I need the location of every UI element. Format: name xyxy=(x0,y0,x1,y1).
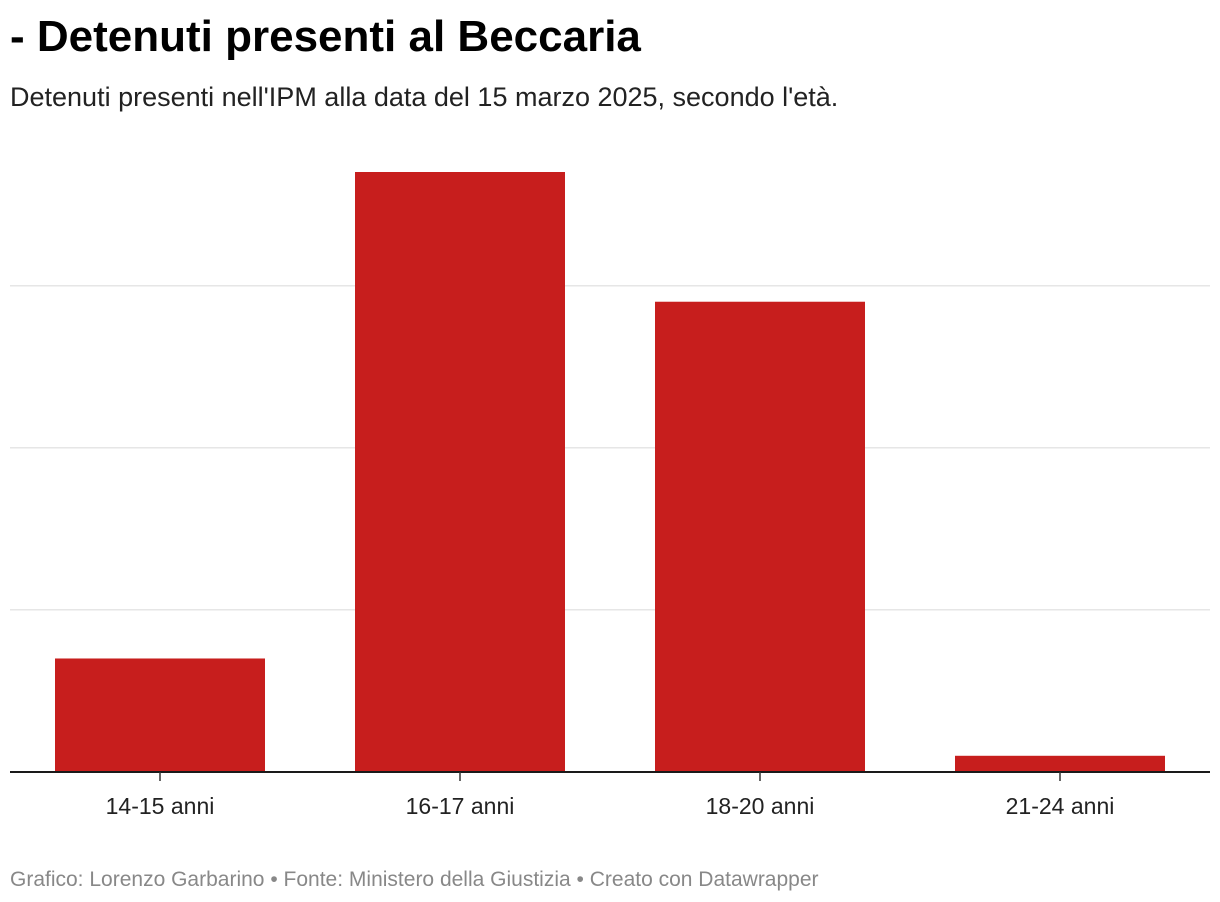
x-tick-label: 21-24 anni xyxy=(1006,793,1115,819)
source-name: Ministero della Giustizia xyxy=(348,868,571,891)
footer-separator: • xyxy=(576,868,584,891)
x-tick-label: 18-20 anni xyxy=(706,793,815,819)
footer-separator: • xyxy=(270,868,278,891)
bar-21-24-anni xyxy=(955,755,1165,772)
chart-title: - Detenuti presenti al Beccaria xyxy=(10,12,641,61)
bars xyxy=(55,172,1165,772)
bar-14-15-anni xyxy=(55,658,265,772)
x-tick-label: 14-15 anni xyxy=(106,793,215,819)
datawrapper-credit-link[interactable]: Creato con Datawrapper xyxy=(589,868,819,891)
chart-area: 14-15 anni 16-17 anni 18-20 anni 21-24 anni xyxy=(0,140,1220,850)
bar-16-17-anni xyxy=(355,172,565,772)
bar-chart: 14-15 anni 16-17 anni 18-20 anni 21-24 anni xyxy=(10,172,1210,819)
byline-author: Lorenzo Garbarino xyxy=(89,868,265,891)
chart-subtitle: Detenuti presenti nell'IPM alla data del… xyxy=(10,82,839,112)
byline-label: Grafico: xyxy=(10,868,84,891)
bar-18-20-anni xyxy=(655,301,865,772)
gridlines xyxy=(10,284,1210,611)
chart-footer: Grafico: Lorenzo Garbarino • Fonte: Mini… xyxy=(10,869,819,890)
x-tick-label: 16-17 anni xyxy=(406,793,515,819)
source-label: Fonte: xyxy=(283,868,344,891)
x-axis: 14-15 anni 16-17 anni 18-20 anni 21-24 anni xyxy=(106,772,1115,819)
